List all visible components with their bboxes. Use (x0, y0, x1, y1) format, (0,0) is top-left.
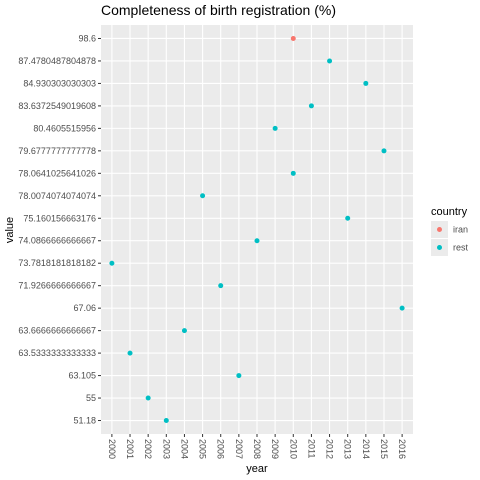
x-tick-label: 2015 (379, 439, 389, 459)
y-tick-label: 51.18 (73, 416, 96, 426)
y-tick-label: 83.6372549019608 (18, 101, 96, 111)
y-tick-label: 80.4605515956 (33, 123, 96, 133)
y-tick-label: 87.4780487804878 (18, 56, 96, 66)
point (363, 80, 369, 86)
y-axis-label: value (4, 217, 16, 243)
point (290, 35, 296, 41)
y-tick-label: 84.930303030303 (23, 78, 96, 88)
point (308, 103, 314, 109)
x-tick-label: 2010 (288, 439, 298, 459)
point (399, 305, 405, 311)
legend-marker (437, 245, 442, 250)
y-tick-label: 55 (86, 393, 96, 403)
point (327, 58, 333, 64)
legend-label: iran (453, 225, 468, 235)
legend-label: rest (453, 243, 469, 253)
point (200, 193, 206, 199)
point (145, 395, 151, 401)
y-tick-label: 98.6 (78, 33, 96, 43)
x-tick-label: 2006 (216, 439, 226, 459)
x-axis-label: year (246, 463, 268, 475)
point (345, 215, 351, 221)
y-tick-label: 71.9266666666667 (18, 281, 96, 291)
x-tick-label: 2007 (234, 439, 244, 459)
y-tick-label: 63.6666666666667 (18, 326, 96, 336)
y-tick-label: 75.160156663176 (23, 213, 96, 223)
legend-marker (437, 227, 442, 232)
point (163, 418, 169, 424)
y-tick-label: 79.6777777777778 (18, 146, 96, 156)
x-tick-label: 2016 (397, 439, 407, 459)
point (127, 350, 133, 356)
point (254, 238, 260, 244)
x-tick-label: 2005 (198, 439, 208, 459)
x-tick-label: 2001 (125, 439, 135, 459)
y-tick-label: 63.5333333333333 (18, 348, 96, 358)
x-tick-label: 2004 (179, 439, 189, 459)
point (218, 283, 224, 289)
point (109, 260, 115, 266)
y-tick-label: 74.0866666666667 (18, 236, 96, 246)
point (272, 125, 278, 131)
y-tick-label: 78.0641025641026 (18, 168, 96, 178)
chart-title: Completeness of birth registration (%) (101, 2, 336, 18)
x-tick-label: 2002 (143, 439, 153, 459)
x-tick-label: 2013 (343, 439, 353, 459)
point (290, 170, 296, 176)
x-tick-label: 2009 (270, 439, 280, 459)
x-tick-label: 2000 (107, 439, 117, 459)
y-tick-label: 67.06 (73, 303, 96, 313)
point (236, 373, 242, 379)
point (181, 328, 187, 334)
legend-title: country (431, 206, 468, 218)
y-tick-label: 63.105 (68, 371, 96, 381)
x-tick-label: 2014 (361, 439, 371, 459)
x-tick-label: 2011 (306, 439, 316, 458)
x-tick-label: 2012 (325, 439, 335, 459)
y-tick-label: 73.7818181818182 (18, 258, 96, 268)
y-tick-label: 78.0074074074074 (18, 191, 96, 201)
point (381, 148, 387, 154)
x-tick-label: 2008 (252, 439, 262, 459)
x-tick-label: 2003 (161, 439, 171, 459)
